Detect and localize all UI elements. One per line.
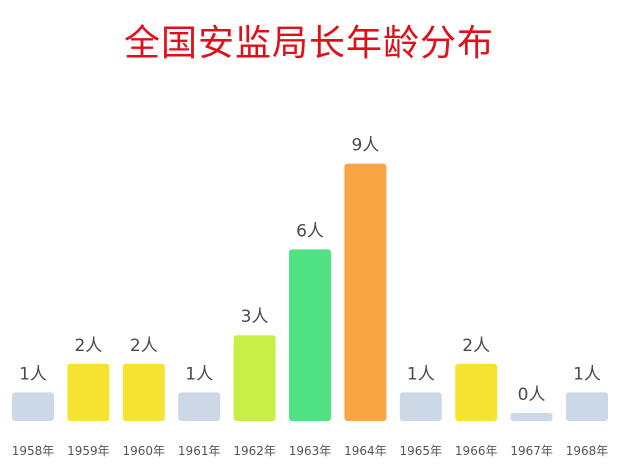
bar-group-9: 0人 1967年 <box>510 385 553 458</box>
bar-group-1: 2人 1959年 <box>67 336 110 458</box>
bar <box>289 249 331 421</box>
bar-group-3: 1人 1961年 <box>178 364 221 458</box>
bar <box>344 163 387 421</box>
category-label: 1961年 <box>178 444 221 458</box>
bar <box>67 363 110 421</box>
value-label: 0人 <box>518 385 546 405</box>
bar <box>178 392 221 421</box>
chart-title: 全国安监局长年龄分布 <box>123 23 494 64</box>
bar <box>12 392 54 421</box>
category-label: 1965年 <box>400 444 443 458</box>
bar-group-2: 2人 1960年 <box>123 336 166 458</box>
value-label: 2人 <box>74 336 102 356</box>
category-label: 1962年 <box>233 444 276 458</box>
bar-group-5: 6人 1963年 <box>289 221 332 458</box>
bar-group-8: 2人 1966年 <box>455 336 498 458</box>
bar-group-10: 1人 1968年 <box>566 364 609 458</box>
bar <box>455 363 498 421</box>
bar-group-0: 1人 1958年 <box>12 364 55 458</box>
bar <box>510 413 553 421</box>
bar-group-6: 9人 1964年 <box>344 136 387 458</box>
bar-group-4: 3人 1962年 <box>233 307 276 458</box>
category-label: 1958年 <box>12 444 55 458</box>
bar <box>399 392 442 421</box>
category-label: 1964年 <box>344 444 387 458</box>
value-label: 1人 <box>573 364 601 384</box>
category-label: 1963年 <box>289 444 332 458</box>
category-label: 1968年 <box>566 444 609 458</box>
category-label: 1967年 <box>510 444 553 458</box>
value-label: 1人 <box>19 364 47 384</box>
bar <box>233 335 276 421</box>
value-label: 2人 <box>462 336 490 356</box>
value-label: 9人 <box>351 136 379 156</box>
value-label: 1人 <box>185 364 213 384</box>
category-label: 1959年 <box>67 444 110 458</box>
category-label: 1960年 <box>123 444 166 458</box>
value-label: 2人 <box>130 336 158 356</box>
bar <box>122 363 165 421</box>
bar-group-7: 1人 1965年 <box>400 364 443 458</box>
value-label: 3人 <box>241 307 269 327</box>
value-label: 6人 <box>296 221 324 241</box>
value-label: 1人 <box>407 364 435 384</box>
category-label: 1966年 <box>455 444 498 458</box>
bar <box>566 392 608 421</box>
